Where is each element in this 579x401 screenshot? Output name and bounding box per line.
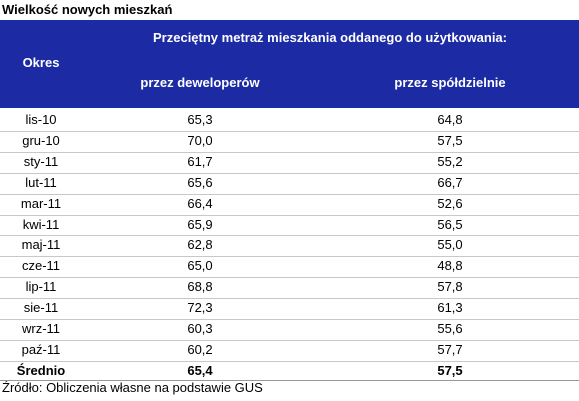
table-bottom: [0, 379, 579, 381]
value-cell: 65,0: [187, 258, 213, 274]
period-cell: maj-11: [21, 237, 61, 253]
period-cell: mar-11: [20, 195, 62, 211]
value-cell: 64,8: [437, 112, 463, 127]
value-cell: 68,8: [187, 279, 213, 295]
value-cell: 72,3: [187, 300, 213, 316]
value-cell: 57,7: [437, 341, 463, 357]
summary-cell: Średnio: [16, 362, 66, 378]
period-cell: lis-10: [25, 112, 57, 127]
value-cell: 55,0: [437, 237, 463, 253]
group-header: Przeciętny metraż mieszkania oddanego do…: [153, 30, 507, 45]
value-cell: 48,8: [437, 258, 463, 274]
column-header: przez deweloperów: [140, 75, 260, 90]
value-cell: 57,5: [437, 132, 463, 148]
row-separator: [0, 256, 579, 258]
value-cell: 62,8: [187, 237, 213, 253]
value-cell: 65,6: [187, 174, 213, 190]
period-cell: paź-11: [21, 341, 61, 357]
period-cell: lut-11: [25, 174, 57, 190]
column-header: przez spółdzielnie: [394, 75, 506, 90]
row-separator: [0, 151, 579, 153]
value-cell: 66,4: [187, 195, 213, 211]
value-cell: 61,7: [187, 153, 213, 169]
value-cell: 65,9: [187, 216, 213, 232]
period-cell: lip-11: [25, 279, 57, 295]
value-cell: 56,5: [437, 216, 463, 232]
value-cell: 60,2: [187, 341, 213, 357]
row-separator: [0, 319, 579, 320]
title: Wielkość nowych mieszkań: [2, 2, 173, 17]
value-cell: 61,3: [437, 300, 463, 316]
table-header: [0, 20, 579, 108]
row-separator: [0, 193, 579, 195]
row-separator: [0, 298, 579, 300]
value-cell: 66,7: [437, 174, 463, 190]
period-header: Okres: [22, 55, 60, 70]
summary-cell: 65,4: [187, 362, 213, 378]
row-separator: [0, 360, 579, 362]
summary-cell: 57,5: [437, 362, 463, 378]
row-separator: [0, 235, 579, 237]
period-cell: sie-11: [23, 300, 59, 316]
row-separator: [0, 277, 579, 279]
row-separator: [0, 172, 579, 174]
value-cell: 57,8: [437, 279, 463, 295]
value-cell: 55,6: [437, 321, 463, 336]
period-cell: cze-11: [21, 258, 61, 274]
value-cell: 65,3: [187, 112, 213, 127]
value-cell: 52,6: [437, 195, 463, 211]
value-cell: 55,2: [437, 153, 463, 169]
value-cell: 60,3: [187, 321, 213, 336]
period-cell: kwi-11: [22, 216, 60, 232]
period-cell: gru-10: [22, 132, 60, 148]
source-note: Źródło: Obliczenia własne na podstawie G…: [2, 380, 263, 395]
value-cell: 70,0: [187, 132, 213, 148]
row-separator: [0, 214, 579, 216]
row-separator: [0, 339, 579, 341]
period-cell: wrz-11: [21, 321, 61, 336]
row-separator: [0, 130, 579, 132]
period-cell: sty-11: [23, 153, 59, 169]
